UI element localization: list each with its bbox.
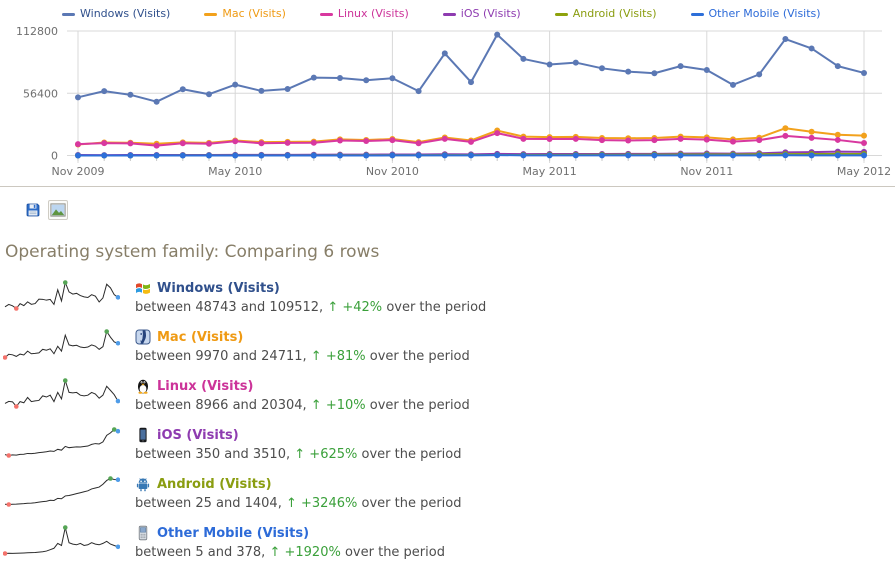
svg-text:56400: 56400	[23, 87, 58, 100]
svg-text:Nov 2009: Nov 2009	[52, 165, 105, 178]
row-summary: between 8966 and 20304, +10% over the pe…	[135, 397, 470, 414]
legend-label: Android (Visits)	[572, 7, 657, 20]
sparkline-windows	[4, 280, 121, 311]
row-mac: Mac (Visits) between 9970 and 24711, +81…	[0, 322, 895, 371]
legend-label: iOS (Visits)	[460, 7, 521, 20]
chart-legend: Windows (Visits) Mac (Visits) Linux (Visit…	[62, 7, 821, 21]
legend-item-mac-visits[interactable]: Mac (Visits)	[204, 7, 286, 21]
evolution-chart-area: 0 56400 112800 Nov 2009 May 2010 Nov 2010 May …	[0, 0, 895, 184]
row-label: Other Mobile (Visits)	[157, 525, 310, 541]
legend-item-other-mobile-visits[interactable]: Other Mobile (Visits)	[690, 7, 821, 21]
row-windows: Windows (Visits) between 48743 and 10951…	[0, 273, 895, 322]
row-summary: between 9970 and 24711, +81% over the pe…	[135, 348, 470, 365]
sparkline-android	[4, 476, 121, 507]
row-label: Windows (Visits)	[157, 280, 280, 296]
legend-swatch	[690, 12, 704, 16]
windows-logo-icon	[135, 280, 151, 296]
row-ios: iOS (Visits) between 350 and 3510, +625%…	[0, 420, 895, 469]
sparkline-linux	[4, 378, 121, 409]
legend-item-windows-visits[interactable]: Windows (Visits)	[62, 7, 170, 21]
sparkline-mac	[2, 329, 121, 360]
legend-label: Windows (Visits)	[80, 7, 171, 20]
legend-swatch	[554, 12, 568, 16]
svg-text:112800: 112800	[16, 25, 58, 38]
sparkline-other-mobile	[2, 525, 121, 556]
mobile-phone-icon	[135, 525, 151, 541]
row-summary: between 350 and 3510, +625% over the per…	[135, 446, 462, 463]
legend-swatch	[319, 12, 333, 16]
row-android: Android (Visits) between 25 and 1404, +3…	[0, 469, 895, 518]
export-data-button[interactable]	[25, 202, 41, 218]
row-summary: between 48743 and 109512, +42% over the …	[135, 299, 486, 316]
svg-text:0: 0	[51, 150, 58, 163]
up-arrow-icon	[294, 447, 305, 462]
row-summary: between 25 and 1404, +3246% over the per…	[135, 495, 462, 512]
up-arrow-icon	[269, 545, 280, 560]
comparison-rows: Windows (Visits) between 48743 and 10951…	[0, 273, 895, 567]
ios-device-icon	[135, 427, 151, 443]
row-other-mobile: Other Mobile (Visits) between 5 and 378,…	[0, 518, 895, 567]
svg-text:May 2010: May 2010	[208, 165, 262, 178]
up-arrow-icon	[327, 300, 338, 315]
floppy-disk-icon	[25, 203, 41, 221]
legend-swatch	[204, 12, 218, 16]
sparkline-ios	[4, 427, 121, 458]
svg-text:May 2012: May 2012	[837, 165, 891, 178]
export-toolbar	[0, 187, 895, 223]
legend-label: Linux (Visits)	[337, 7, 409, 20]
up-arrow-icon	[311, 349, 322, 364]
android-robot-icon	[135, 476, 151, 492]
divider	[0, 186, 895, 187]
up-arrow-icon	[311, 398, 322, 413]
legend-item-ios-visits[interactable]: iOS (Visits)	[442, 7, 521, 21]
legend-label: Mac (Visits)	[222, 7, 286, 20]
legend-item-android-visits[interactable]: Android (Visits)	[554, 7, 657, 21]
row-label: Linux (Visits)	[157, 378, 254, 394]
legend-label: Other Mobile (Visits)	[708, 7, 821, 20]
linux-tux-icon	[135, 378, 151, 394]
visits-evolution-chart[interactable]: 0 56400 112800 Nov 2009 May 2010 Nov 2010 May …	[0, 0, 895, 184]
page-title: Operating system family: Comparing 6 row…	[5, 242, 380, 262]
row-linux: Linux (Visits) between 8966 and 20304, +…	[0, 371, 895, 420]
legend-swatch	[62, 12, 75, 16]
row-label: iOS (Visits)	[157, 427, 239, 443]
mac-logo-icon	[135, 329, 151, 345]
row-summary: between 5 and 378, +1920% over the perio…	[135, 544, 445, 561]
export-image-button[interactable]	[48, 200, 68, 220]
legend-swatch	[442, 12, 456, 16]
up-arrow-icon	[286, 496, 297, 511]
legend-item-linux-visits[interactable]: Linux (Visits)	[319, 7, 409, 21]
row-label: Android (Visits)	[157, 476, 272, 492]
svg-text:Nov 2010: Nov 2010	[366, 165, 419, 178]
svg-text:Nov 2011: Nov 2011	[680, 165, 733, 178]
row-label: Mac (Visits)	[157, 329, 244, 345]
image-icon	[50, 203, 66, 221]
svg-text:May 2011: May 2011	[522, 165, 576, 178]
